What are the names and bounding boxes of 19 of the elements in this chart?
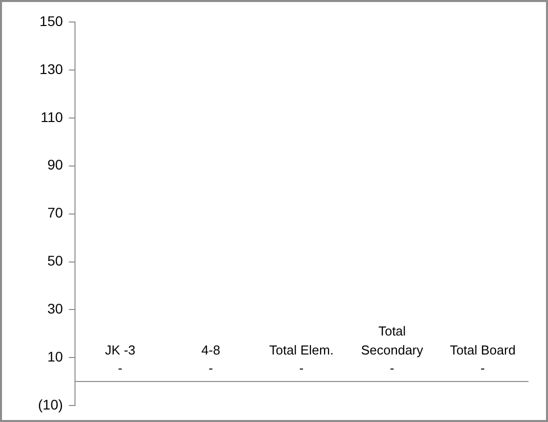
x-tick-label: Total Elem. bbox=[269, 342, 334, 358]
y-tick-label: 90 bbox=[47, 156, 64, 173]
y-tick-label: 50 bbox=[47, 252, 64, 269]
y-tick-label: 10 bbox=[47, 348, 64, 365]
y-tick-label: 150 bbox=[40, 12, 64, 29]
x-tick-label: JK -3 bbox=[105, 342, 136, 358]
data-label: - bbox=[390, 360, 394, 376]
data-label: - bbox=[299, 360, 304, 376]
x-tick-label: 4-8 bbox=[201, 342, 220, 358]
x-tick-label: Total Secondary bbox=[360, 324, 424, 358]
y-tick-label: 130 bbox=[40, 60, 64, 77]
y-tick-label: 30 bbox=[47, 300, 64, 317]
data-label: - bbox=[480, 360, 485, 376]
x-tick-label: Total Board bbox=[450, 342, 516, 358]
y-tick-label: 70 bbox=[47, 204, 64, 221]
data-label: - bbox=[208, 360, 213, 376]
data-label: - bbox=[118, 360, 122, 376]
y-tick-label: 110 bbox=[40, 108, 64, 125]
y-tick-label: (10) bbox=[38, 396, 63, 412]
